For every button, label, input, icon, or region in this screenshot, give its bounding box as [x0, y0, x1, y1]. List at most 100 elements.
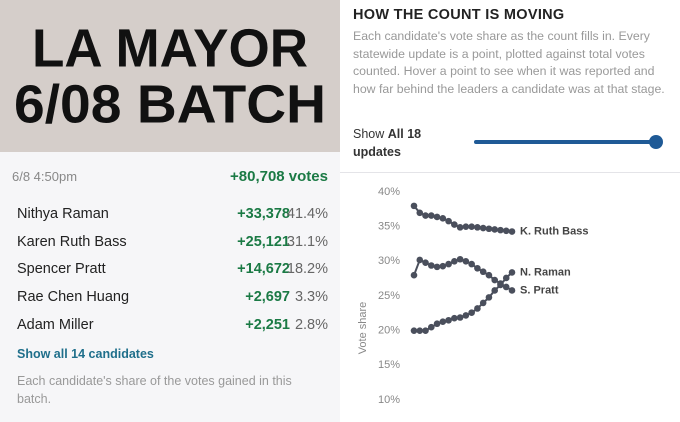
candidate-gain: +2,697 [245, 289, 290, 306]
candidate-name: Spencer Pratt [17, 261, 106, 278]
data-point[interactable] [502, 274, 510, 282]
data-point[interactable] [439, 215, 447, 222]
data-point[interactable] [462, 258, 470, 265]
data-point[interactable] [439, 262, 447, 270]
data-point[interactable] [468, 309, 475, 316]
data-point[interactable] [416, 209, 424, 217]
data-point[interactable] [451, 314, 458, 322]
data-point[interactable] [474, 264, 481, 272]
show-all-link[interactable]: Show all 14 candidates [17, 347, 154, 361]
data-point[interactable] [445, 316, 452, 324]
data-point[interactable] [422, 259, 429, 267]
header-title: LA MAYOR [32, 18, 308, 78]
data-point[interactable] [445, 217, 452, 225]
data-point[interactable] [422, 212, 429, 219]
y-tick-label: 30% [378, 255, 400, 267]
data-point[interactable] [502, 227, 510, 235]
series-label: S. Pratt [520, 284, 559, 296]
data-point[interactable] [416, 327, 424, 334]
data-point[interactable] [451, 258, 458, 265]
data-point[interactable] [433, 263, 441, 271]
candidate-share: 31.1% [286, 233, 328, 250]
candidate-share: 18.2% [286, 261, 328, 278]
update-control-label: Show All 18 updates [353, 125, 443, 161]
data-point[interactable] [508, 228, 516, 235]
batch-panel: LA MAYOR 6/08 BATCH 6/8 4:50pm +80,708 v… [0, 0, 340, 406]
batch-total: +80,708 votes [230, 168, 328, 185]
data-point[interactable] [462, 223, 470, 230]
data-point[interactable] [491, 276, 499, 284]
candidate-gain: +2,251 [245, 316, 290, 333]
data-point[interactable] [474, 224, 481, 231]
data-point[interactable] [479, 224, 487, 232]
data-point[interactable] [410, 202, 418, 210]
y-tick-label: 35% [378, 221, 400, 233]
candidate-share: 2.8% [294, 316, 328, 333]
data-point[interactable] [456, 224, 464, 231]
header: LA MAYOR 6/08 BATCH [0, 0, 340, 152]
y-tick-label: 25% [378, 290, 400, 302]
data-point[interactable] [485, 225, 493, 233]
y-axis-label: Vote share [357, 302, 369, 355]
y-tick-label: 20% [378, 325, 400, 337]
trend-title: HOW THE COUNT IS MOVING [353, 7, 565, 23]
data-point[interactable] [508, 269, 516, 276]
candidate-row: Karen Ruth Bass +25,121 31.1% [17, 234, 328, 254]
chart: Vote share 10% 15% 20% 25% 30% 35% 40% K. Ruth … [357, 186, 589, 406]
data-point[interactable] [468, 223, 475, 230]
data-point[interactable] [427, 262, 435, 269]
data-point[interactable] [491, 287, 499, 294]
data-point[interactable] [468, 260, 475, 268]
data-point[interactable] [462, 312, 470, 319]
candidate-row: Adam Miller +2,251 2.8% [17, 317, 328, 337]
data-point[interactable] [479, 268, 487, 276]
data-point[interactable] [508, 287, 516, 294]
data-point[interactable] [410, 327, 418, 334]
series-label: K. Ruth Bass [520, 225, 588, 237]
candidate-row: Rae Chen Huang +2,697 3.3% [17, 289, 328, 309]
data-point[interactable] [485, 294, 493, 301]
data-point[interactable] [474, 305, 481, 312]
candidate-gain: +33,378 [237, 206, 290, 222]
header-title: 6/08 BATCH [14, 74, 326, 134]
data-point[interactable] [479, 299, 487, 307]
y-tick-label: 15% [378, 359, 400, 371]
candidate-share: 41.4% [286, 206, 328, 222]
data-point[interactable] [456, 314, 464, 321]
data-point[interactable] [433, 320, 441, 328]
candidate-name: Rae Chen Huang [17, 289, 130, 306]
data-point[interactable] [456, 255, 464, 263]
data-point[interactable] [445, 260, 452, 268]
data-point[interactable] [491, 226, 499, 233]
slider-knob[interactable] [649, 135, 663, 149]
y-tick-label: 10% [378, 394, 400, 406]
header-bg [0, 0, 340, 152]
data-point[interactable] [497, 280, 504, 287]
data-point[interactable] [439, 318, 447, 325]
data-point[interactable] [410, 271, 418, 279]
candidate-name: Nithya Raman [17, 206, 109, 222]
trend-description: Each candidate's vote share as the count… [353, 29, 665, 96]
data-point[interactable] [502, 283, 510, 291]
control-prefix: Show [353, 127, 385, 141]
candidate-row: Spencer Pratt +14,672 18.2% [17, 261, 328, 281]
candidate-name: Adam Miller [17, 316, 94, 333]
trend-panel: HOW THE COUNT IS MOVING Each candidate's… [340, 0, 680, 422]
data-point[interactable] [427, 212, 435, 219]
candidate-row: Nithya Raman +33,378 41.4% [17, 206, 328, 226]
data-point[interactable] [422, 327, 429, 334]
candidate-share: 3.3% [294, 289, 328, 306]
data-point[interactable] [433, 213, 441, 221]
data-point[interactable] [451, 221, 458, 228]
update-slider[interactable] [470, 132, 670, 152]
data-point[interactable] [427, 323, 435, 331]
candidate-name: Karen Ruth Bass [17, 233, 127, 250]
data-point[interactable] [497, 226, 504, 234]
series-label: N. Raman [520, 266, 571, 278]
data-point[interactable] [485, 271, 493, 279]
batch-time: 6/8 4:50pm [12, 169, 78, 184]
candidate-gain: +14,672 [237, 261, 290, 278]
data-point[interactable] [416, 256, 424, 264]
divider [340, 172, 680, 173]
